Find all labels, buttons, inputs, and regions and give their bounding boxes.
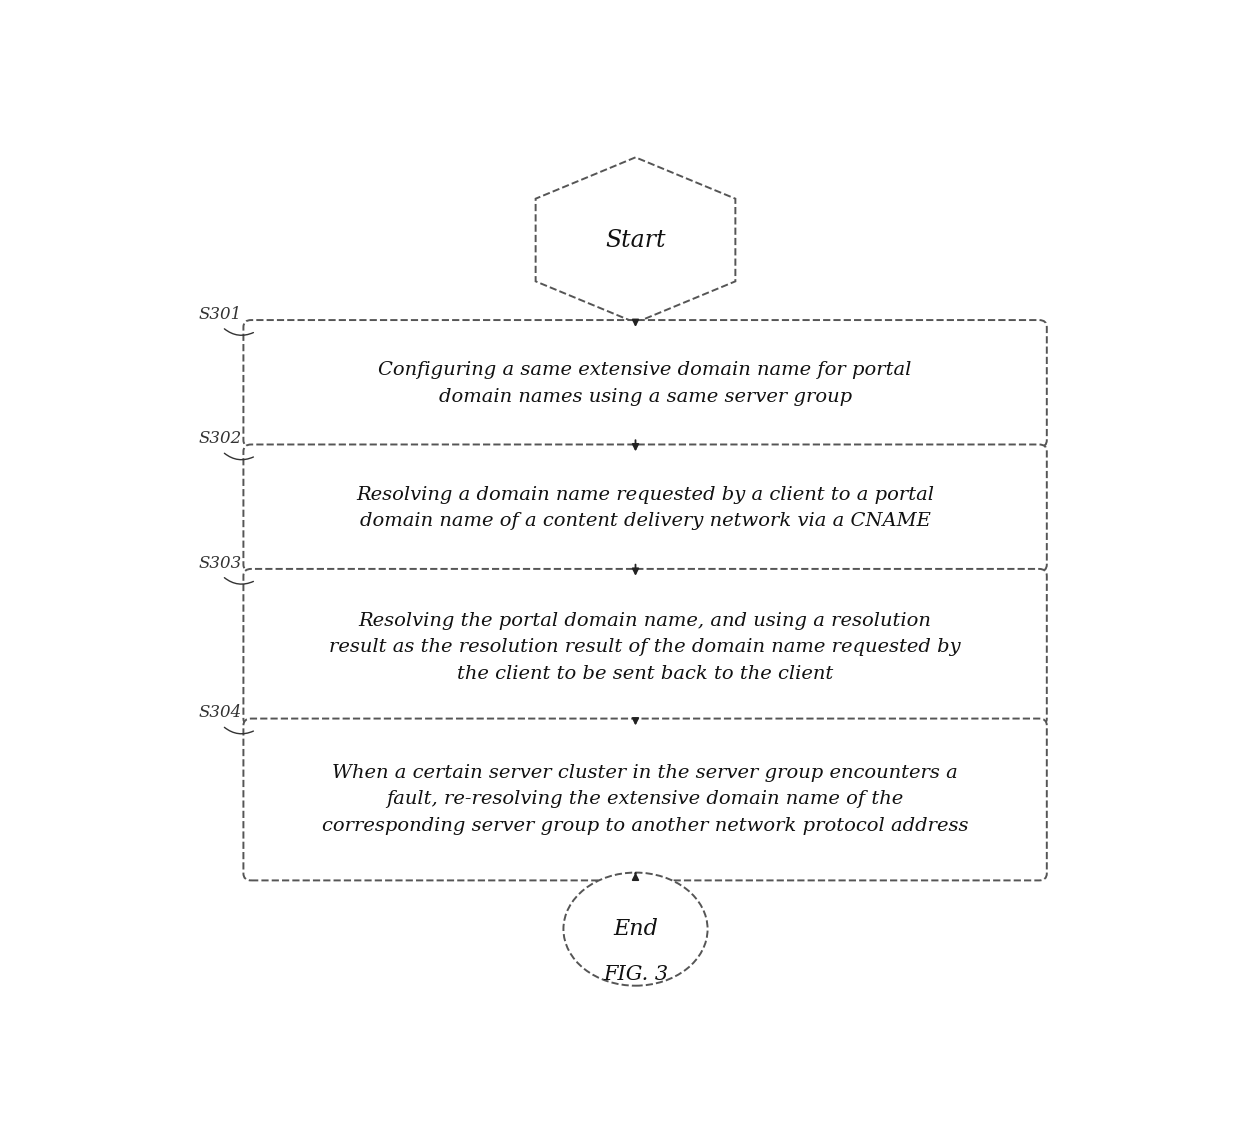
Text: End: End xyxy=(613,919,658,940)
FancyArrowPatch shape xyxy=(224,728,253,733)
Polygon shape xyxy=(536,157,735,323)
Text: S301: S301 xyxy=(198,306,242,323)
FancyBboxPatch shape xyxy=(243,444,1047,572)
Text: S302: S302 xyxy=(198,431,242,447)
FancyBboxPatch shape xyxy=(243,719,1047,880)
FancyArrowPatch shape xyxy=(224,329,253,336)
Text: S304: S304 xyxy=(198,704,242,721)
Text: Configuring a same extensive domain name for portal
domain names using a same se: Configuring a same extensive domain name… xyxy=(378,362,911,406)
Text: Resolving a domain name requested by a client to a portal
domain name of a conte: Resolving a domain name requested by a c… xyxy=(356,486,934,530)
FancyArrowPatch shape xyxy=(224,577,253,584)
Text: Resolving the portal domain name, and using a resolution
result as the resolutio: Resolving the portal domain name, and us… xyxy=(330,611,961,683)
Ellipse shape xyxy=(563,872,708,985)
FancyBboxPatch shape xyxy=(243,568,1047,725)
Text: Start: Start xyxy=(605,228,666,252)
FancyBboxPatch shape xyxy=(243,320,1047,447)
FancyArrowPatch shape xyxy=(224,453,253,460)
Text: S303: S303 xyxy=(198,555,242,572)
Text: When a certain server cluster in the server group encounters a
fault, re-resolvi: When a certain server cluster in the ser… xyxy=(322,764,968,835)
Text: FIG. 3: FIG. 3 xyxy=(603,965,668,984)
